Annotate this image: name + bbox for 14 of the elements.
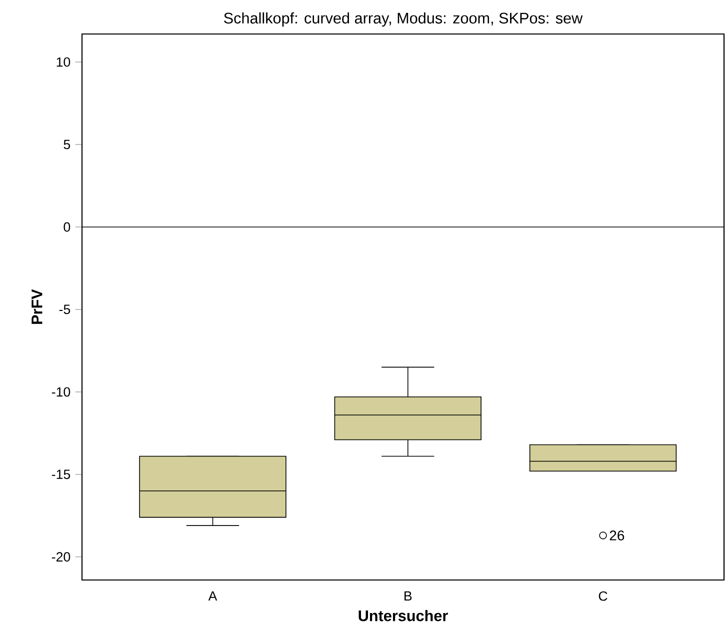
- y-axis-title: PrFV: [32, 289, 42, 324]
- y-tick-label: 10: [56, 57, 70, 67]
- y-tick-label: 5: [64, 140, 70, 150]
- y-tick-label: -20: [52, 552, 70, 562]
- x-tick-label: C: [598, 591, 608, 601]
- y-tick-label: -10: [52, 387, 70, 397]
- x-tick-label: B: [404, 591, 412, 601]
- y-tick-label: 0: [64, 222, 70, 232]
- chart-title: Schallkopf: curved array, Modus: zoom, SKPos: sew: [224, 12, 583, 27]
- x-tick-label: A: [208, 591, 218, 601]
- x-axis-title: Untersucher: [358, 610, 448, 622]
- y-tick-label: -5: [59, 304, 70, 314]
- annotation: 26: [610, 530, 624, 540]
- y-tick-label: -15: [52, 470, 70, 480]
